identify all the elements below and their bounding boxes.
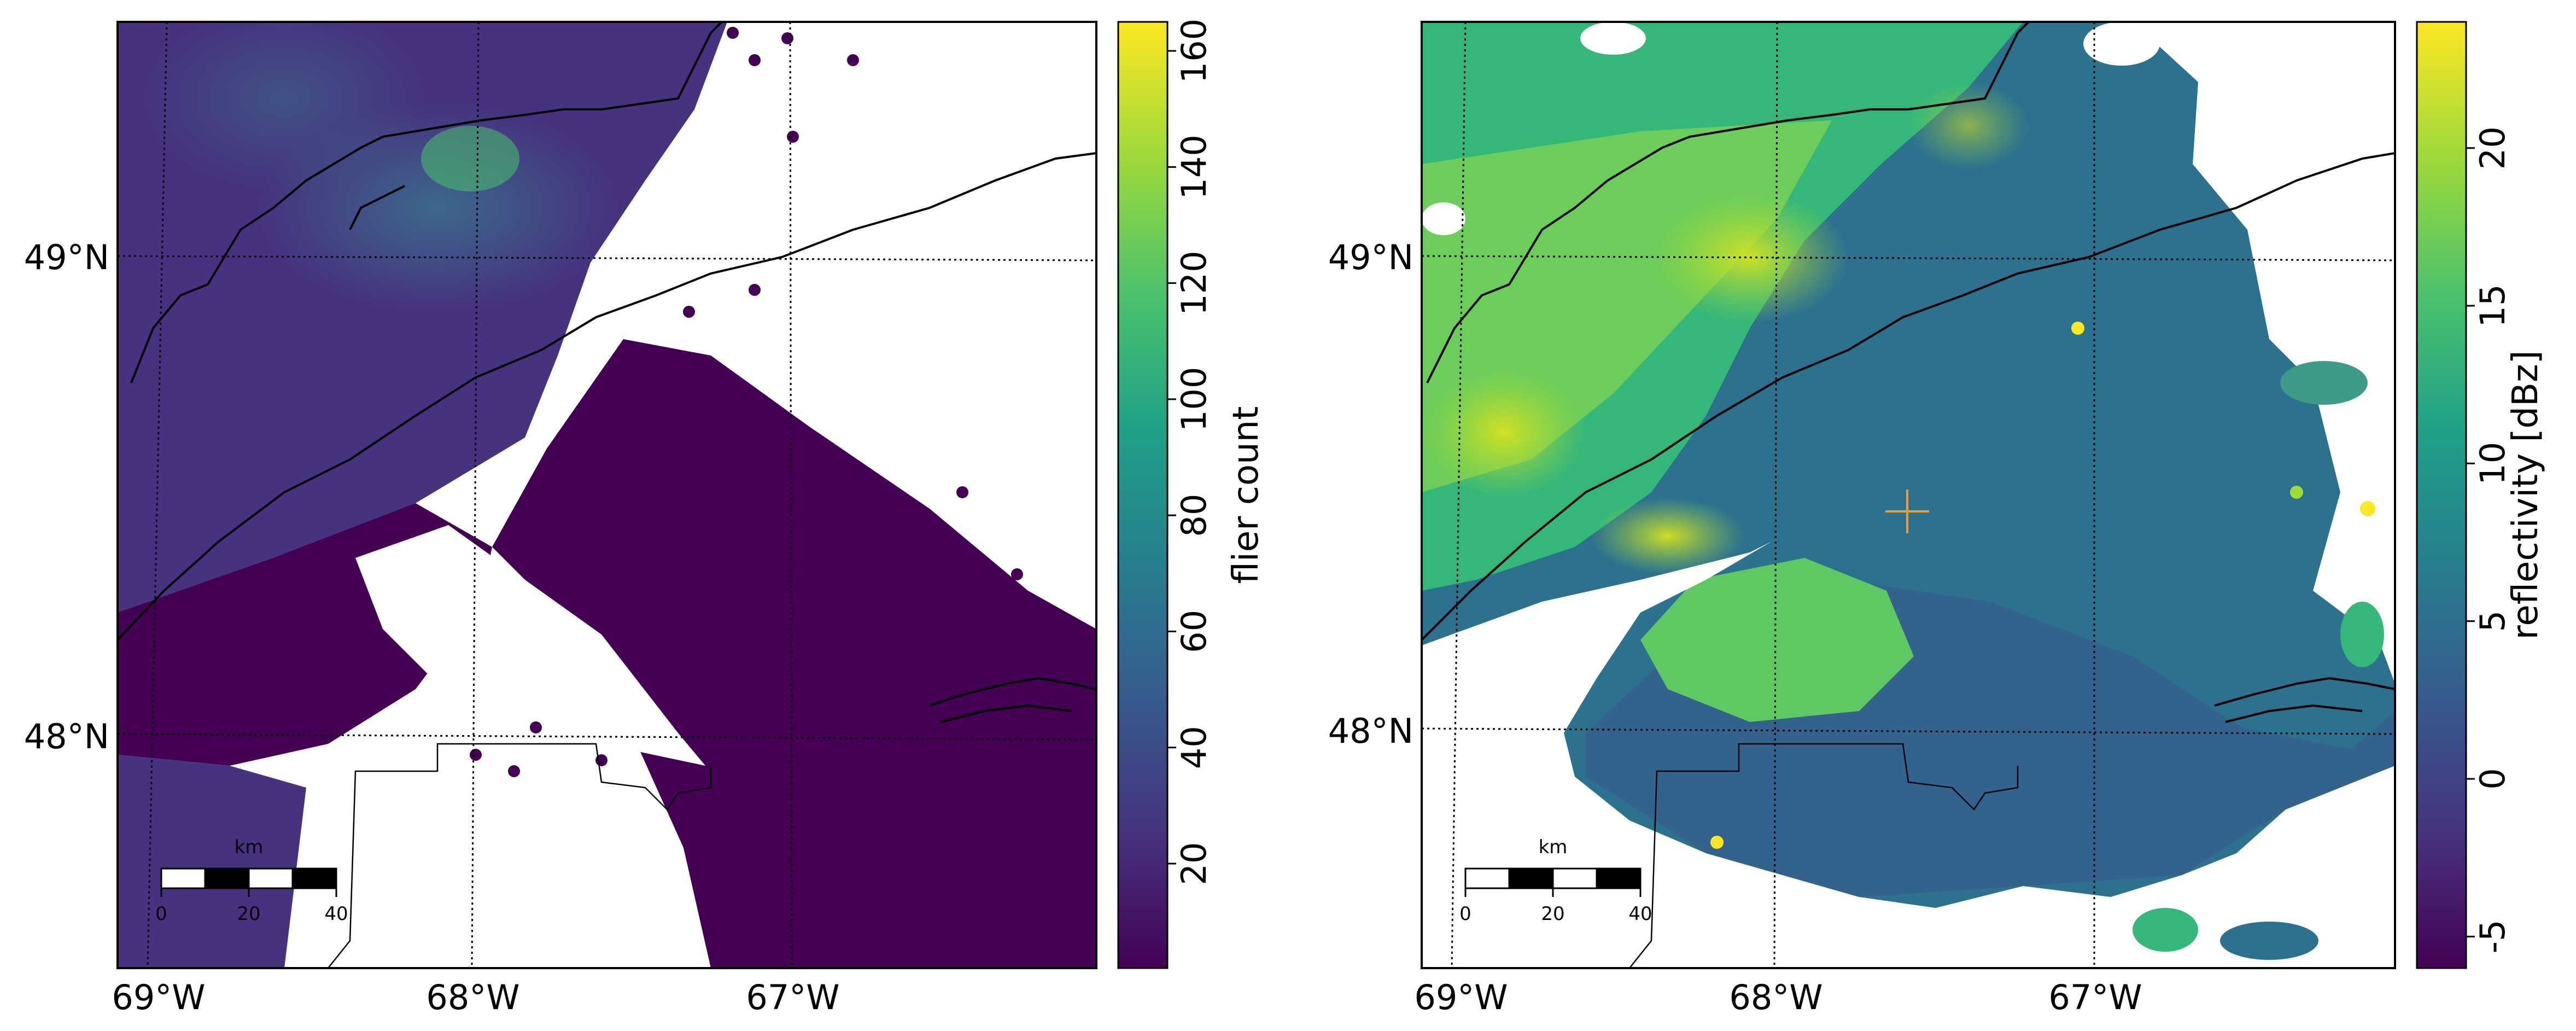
- colorbar-ticks: -5 0 5 10 15 20: [2466, 126, 2513, 953]
- colorbar-tick-label: 0: [2473, 768, 2513, 789]
- scale-bar-tick: 20: [237, 903, 260, 925]
- colorbar-tick-label: 20: [2473, 126, 2513, 170]
- reflectivity-core: [1908, 82, 2029, 170]
- colorbar-tick-label: 40: [1174, 726, 1214, 769]
- scale-bar-tick: 40: [1628, 903, 1652, 925]
- colorbar-tick-label: 120: [1174, 251, 1214, 315]
- map-frame: [1421, 21, 2396, 969]
- reflectivity-core: [1422, 366, 1586, 498]
- lat-label: 49°N: [1328, 237, 1413, 277]
- radar-location-marker: [1885, 490, 1929, 533]
- lat-label: 49°N: [24, 237, 109, 277]
- scale-bar: km 0 20 40: [155, 836, 348, 925]
- lon-label: 69°W: [1414, 977, 1508, 1017]
- borders: [328, 743, 712, 968]
- scale-bar-tick: 0: [155, 903, 167, 925]
- flier-count-peak: [421, 126, 519, 191]
- colorbar-label: reflectivity [dBz]: [2505, 350, 2546, 639]
- scattered-hexbins: [218, 27, 1023, 777]
- lat-label: 48°N: [1328, 711, 1413, 751]
- scale-bar-unit: km: [1539, 836, 1568, 858]
- colorbar-gradient: [2416, 21, 2467, 969]
- scale-bar-tick: 20: [1541, 903, 1564, 925]
- colorbar-tick-label: -5: [2473, 919, 2513, 953]
- colorbar-tick-label: 10: [2473, 442, 2513, 485]
- no-data-gaps: [1422, 22, 2160, 235]
- lon-label: 68°W: [426, 977, 519, 1017]
- scale-bar-tick: 40: [324, 903, 348, 925]
- colorbar-tick-label: 20: [1174, 842, 1214, 886]
- flier-count-core: [142, 22, 427, 191]
- colorbar-tick-label: 15: [2473, 284, 2513, 328]
- colorbar-label: flier count: [1226, 406, 1266, 584]
- coastlines: [1422, 22, 2395, 723]
- map-frame: [116, 21, 1097, 969]
- colorbar-tick-label: 160: [1174, 19, 1214, 83]
- scale-bar-unit: km: [235, 836, 264, 858]
- lon-label: 68°W: [1729, 977, 1823, 1017]
- colorbar-flier-count: 20 40 60 80 100 120 140 160 flier count: [1117, 19, 1266, 969]
- scale-bar: km 0 20 40: [1459, 836, 1652, 925]
- colorbar-gradient: [1117, 21, 1169, 969]
- map-panel-reflectivity: 49°N 48°N 69°W 68°W 67°W km 0 20 40 -5 0 5…: [1328, 21, 2546, 1017]
- lon-label: 69°W: [112, 977, 205, 1017]
- colorbar-tick-label: 80: [1174, 494, 1214, 537]
- graticule: [118, 22, 1096, 968]
- map-panel-flier-count: 49°N 48°N 69°W 68°W 67°W km 0 20 40 20 40…: [24, 19, 1266, 1017]
- lon-label: 67°W: [2048, 977, 2142, 1017]
- colorbar-tick-label: 100: [1174, 367, 1214, 432]
- graticule: [1422, 22, 2395, 968]
- flier-count-hexbin-field: [118, 22, 1096, 968]
- colorbar-tick-label: 5: [2473, 610, 2513, 632]
- coastlines: [118, 22, 1096, 723]
- borders: [1629, 743, 2019, 968]
- colorbar-tick-label: 140: [1174, 135, 1214, 199]
- colorbar-reflectivity: -5 0 5 10 15 20 reflectivity [dBz]: [2416, 21, 2546, 969]
- lon-label: 67°W: [746, 977, 839, 1017]
- scale-bar-tick: 0: [1459, 903, 1471, 925]
- colorbar-ticks: 20 40 60 80 100 120 140 160: [1167, 19, 1214, 886]
- colorbar-tick-label: 60: [1174, 610, 1214, 653]
- reflectivity-core: [1591, 498, 1744, 574]
- lat-label: 48°N: [24, 717, 109, 756]
- scattered-reflectivity-cells: [1710, 322, 2384, 960]
